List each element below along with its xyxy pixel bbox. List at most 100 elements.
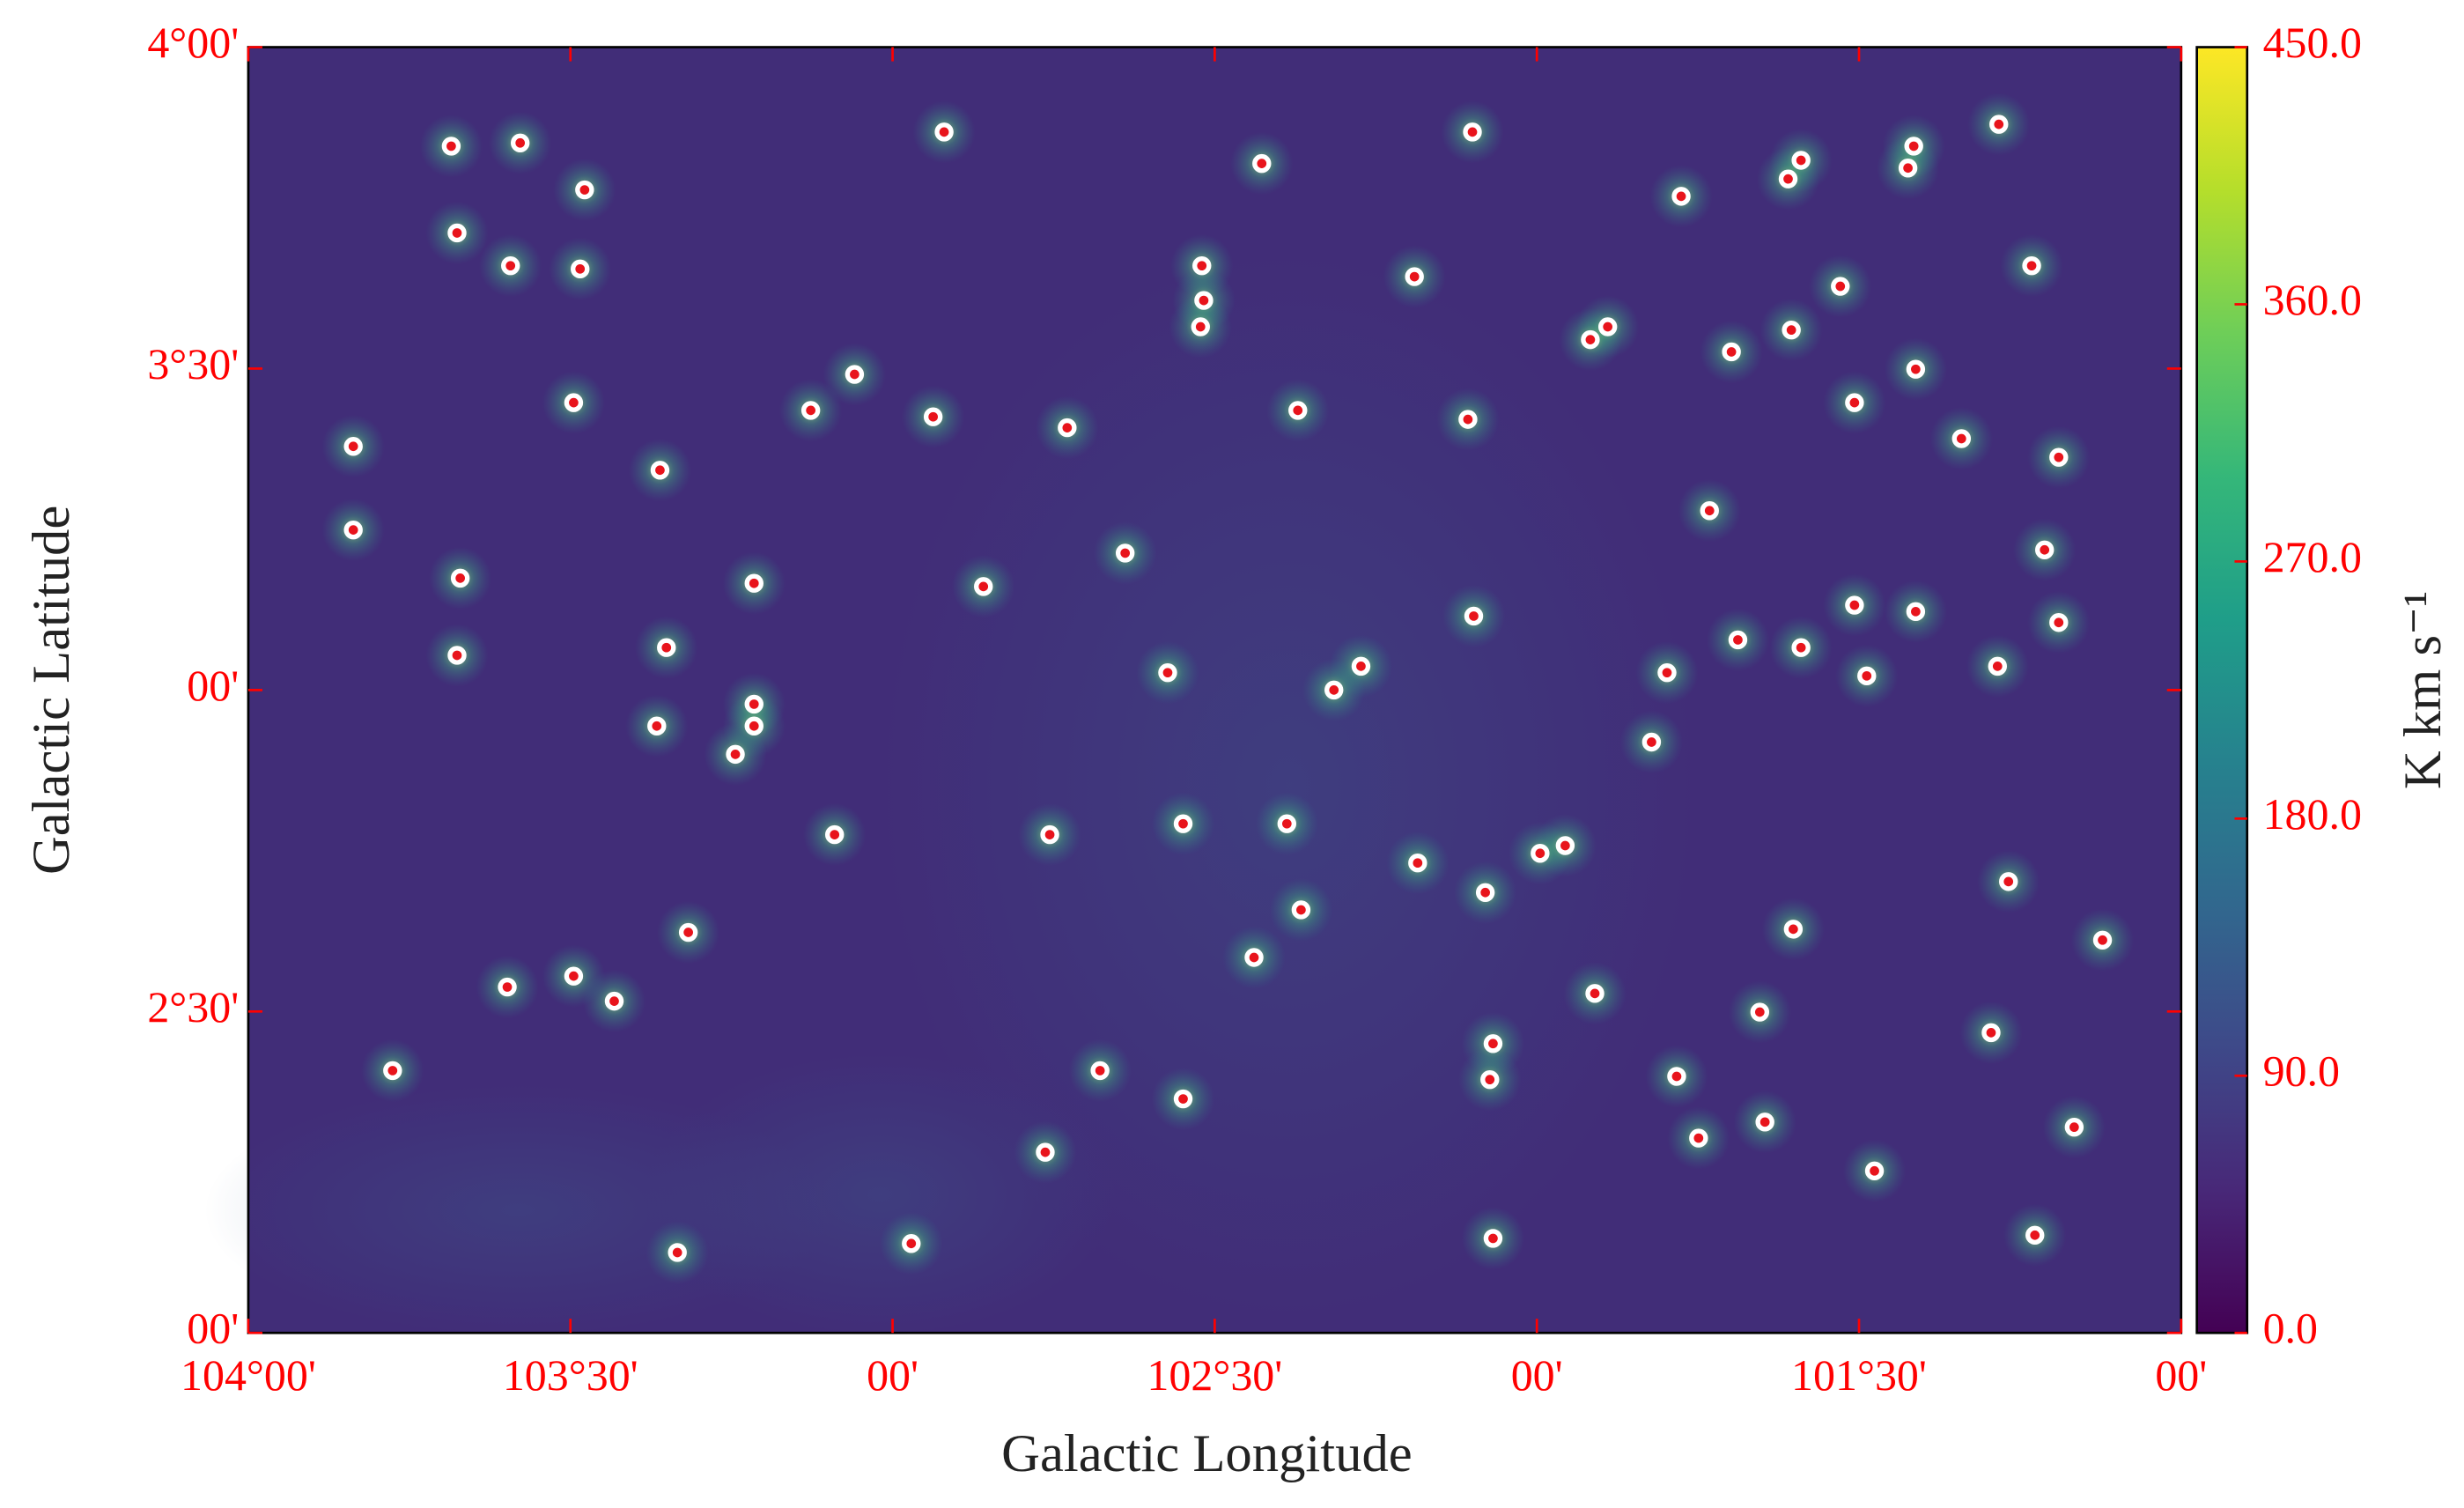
source-marker xyxy=(1722,342,1741,362)
source-marker xyxy=(1194,291,1214,310)
source-marker xyxy=(2064,1117,2084,1137)
source-marker xyxy=(1324,680,1344,700)
source-marker xyxy=(1475,883,1495,902)
y-axis-label: Galactic Latitude xyxy=(22,506,81,875)
source-marker xyxy=(678,922,698,942)
source-marker xyxy=(1831,277,1850,296)
source-marker xyxy=(1728,630,1748,650)
source-marker xyxy=(1483,1229,1503,1248)
colorbar-tick-label: 450.0 xyxy=(2263,18,2362,67)
source-marker xyxy=(2022,255,2041,276)
source-marker xyxy=(2049,613,2069,632)
source-marker xyxy=(825,824,845,845)
source-marker xyxy=(1857,666,1877,686)
source-marker xyxy=(1845,595,1864,615)
source-marker xyxy=(1783,920,1804,939)
source-marker xyxy=(1689,1128,1708,1148)
colorbar-label: K km s⁻¹ xyxy=(2394,591,2453,789)
source-marker xyxy=(1058,418,1077,438)
source-marker xyxy=(1463,122,1482,142)
source-marker xyxy=(2034,540,2055,559)
source-marker xyxy=(1483,1034,1503,1053)
source-marker xyxy=(447,223,467,243)
source-marker xyxy=(1115,543,1135,563)
source-marker xyxy=(1531,844,1550,863)
source-marker xyxy=(1480,1069,1500,1090)
source-marker xyxy=(1755,1113,1774,1132)
colorbar-tick-label: 360.0 xyxy=(2263,275,2362,324)
x-tick-label: 103°30' xyxy=(503,1350,638,1400)
source-marker xyxy=(564,393,584,412)
diffuse-emission xyxy=(644,1053,1116,1336)
source-marker xyxy=(2049,447,2069,467)
source-marker xyxy=(845,365,865,384)
source-marker xyxy=(726,744,745,765)
source-marker xyxy=(450,568,470,588)
source-marker xyxy=(2092,930,2113,950)
source-marker xyxy=(1291,900,1311,920)
source-marker xyxy=(1671,187,1691,206)
colorbar-tick-label: 0.0 xyxy=(2263,1304,2318,1353)
source-marker xyxy=(744,694,764,714)
source-marker xyxy=(501,255,520,276)
source-marker xyxy=(383,1061,402,1081)
source-marker xyxy=(447,646,467,665)
source-marker xyxy=(1158,662,1177,683)
source-marker xyxy=(498,977,517,997)
colorbar-tick-label: 90.0 xyxy=(2263,1046,2340,1096)
source-marker xyxy=(1951,429,1972,448)
source-marker xyxy=(923,407,943,426)
x-tick-label: 104°00' xyxy=(181,1350,316,1400)
colorbar-tick-label: 270.0 xyxy=(2263,532,2362,581)
y-tick-label: 3°30' xyxy=(147,339,239,388)
source-marker xyxy=(604,991,624,1011)
source-marker xyxy=(1252,153,1272,174)
source-marker xyxy=(1791,151,1811,170)
source-marker xyxy=(1904,137,1923,156)
source-marker xyxy=(571,259,590,279)
source-marker xyxy=(1597,317,1618,336)
source-marker xyxy=(1458,410,1478,429)
source-marker xyxy=(1173,814,1193,833)
source-marker xyxy=(1657,662,1677,683)
source-marker xyxy=(1090,1061,1110,1081)
source-marker xyxy=(1750,1002,1770,1022)
colorbar xyxy=(2195,46,2249,1334)
x-tick-label: 00' xyxy=(867,1350,918,1400)
y-tick-label: 4°00' xyxy=(147,18,239,67)
source-marker xyxy=(1408,853,1427,873)
source-marker xyxy=(1906,602,1926,622)
source-marker xyxy=(1667,1067,1686,1086)
source-marker xyxy=(2025,1225,2045,1245)
source-marker xyxy=(934,122,954,142)
source-marker xyxy=(1040,824,1059,845)
source-marker xyxy=(744,716,764,736)
x-tick-label: 102°30' xyxy=(1147,1350,1282,1400)
source-marker xyxy=(343,437,363,456)
source-marker xyxy=(1192,255,1212,276)
source-marker xyxy=(1173,1089,1193,1109)
source-marker xyxy=(1191,317,1210,336)
source-marker xyxy=(1351,656,1371,676)
source-marker xyxy=(1641,732,1662,752)
source-marker xyxy=(1700,501,1719,521)
source-marker xyxy=(1585,984,1605,1003)
source-marker xyxy=(657,638,676,657)
source-marker xyxy=(902,1234,921,1253)
source-marker xyxy=(510,133,530,152)
source-marker xyxy=(1778,169,1798,188)
source-marker xyxy=(343,520,363,540)
source-marker xyxy=(1288,401,1308,420)
source-marker xyxy=(441,137,461,156)
source-marker xyxy=(1845,393,1864,412)
source-marker xyxy=(668,1243,687,1262)
source-marker xyxy=(1988,656,2007,676)
source-marker xyxy=(1791,638,1811,657)
source-marker xyxy=(1405,267,1424,286)
x-tick-label: 00' xyxy=(1511,1350,1563,1400)
source-marker xyxy=(564,966,584,986)
source-marker xyxy=(1581,329,1600,350)
source-marker xyxy=(800,401,821,420)
colorbar-tick-label: 180.0 xyxy=(2263,789,2362,839)
